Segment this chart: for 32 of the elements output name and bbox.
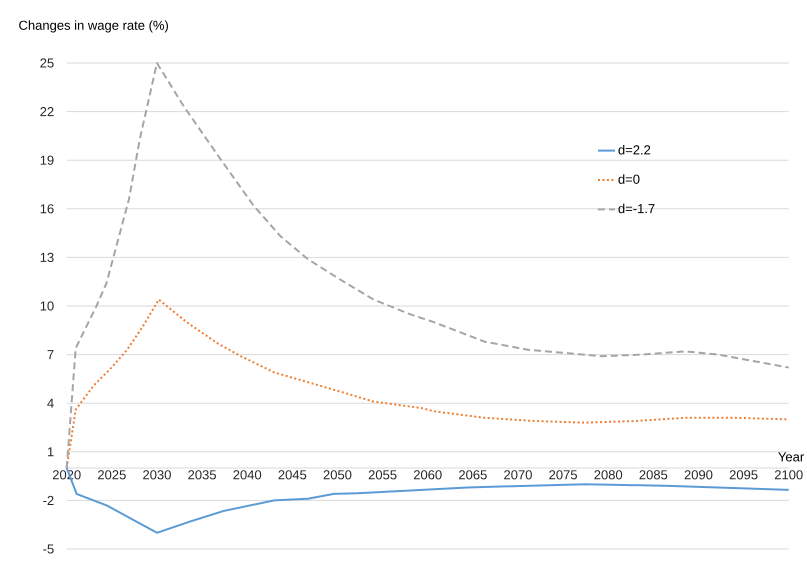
y-tick-label: 25 [40,58,54,68]
x-tick-label: 2095 [730,470,758,480]
x-tick-label: 2045 [278,470,306,480]
y-tick-label: 7 [48,350,54,360]
x-tick-label: 2030 [143,470,171,480]
y-tick-label: 16 [40,204,54,214]
x-tick-label: 2060 [414,470,442,480]
y-tick-label: 19 [40,156,54,165]
legend-label: d=-1.7 [618,204,655,214]
y-tick-label: 13 [40,252,54,262]
x-tick-label: 2065 [459,470,487,480]
y-axis-title: Changes in wage rate (%) [19,20,168,32]
x-tick-label: 2055 [368,470,396,480]
y-tick-label: 22 [40,107,54,116]
x-tick-label: 2040 [233,470,262,480]
y-tick-label: -5 [43,544,54,554]
y-tick-label: 10 [40,301,54,311]
legend-label: d=0 [618,174,640,184]
x-tick-label: 2075 [549,470,577,480]
x-tick-label: 2080 [594,470,622,480]
x-tick-label: 2085 [640,470,668,480]
x-tick-label: 2070 [504,470,532,480]
x-tick-label: 2100 [774,470,803,480]
x-tick-label: 2025 [98,470,126,480]
y-tick-label: 1 [48,447,54,456]
y-tick-label: 4 [47,398,54,408]
legend-label: d=2.2 [618,144,650,154]
x-tick-label: 2090 [684,470,712,480]
x-tick-label: 2050 [324,470,352,480]
x-tick-label: 2035 [188,470,216,480]
y-tick-label: -2 [43,496,54,505]
x-axis-title: Year [778,452,804,462]
